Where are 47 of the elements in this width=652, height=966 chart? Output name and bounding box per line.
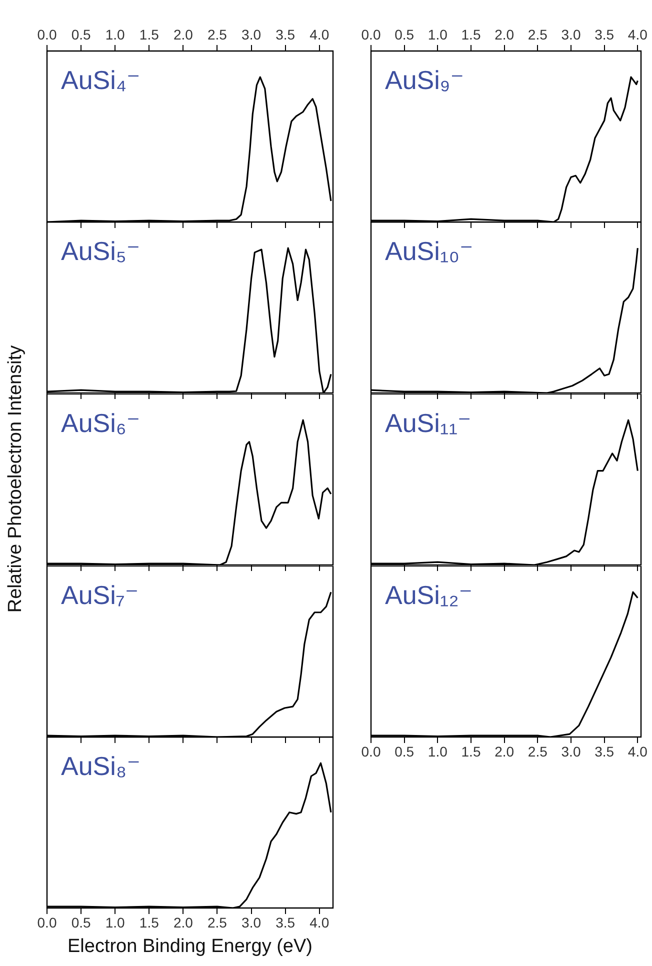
x-tick-label: 2.0 <box>173 26 194 42</box>
chart-title: AuSi₁₂⁻ <box>385 580 473 610</box>
x-tick-label: 3.5 <box>276 914 296 930</box>
chart-title: AuSi₉⁻ <box>385 65 464 95</box>
x-tick-label: 1.0 <box>105 914 126 930</box>
x-tick-label: 0.0 <box>37 26 57 42</box>
x-tick-label: 3.5 <box>594 743 614 760</box>
x-tick-label: 0.0 <box>361 26 381 42</box>
x-tick-label: 2.0 <box>494 26 514 42</box>
x-tick-label: 3.0 <box>242 26 262 42</box>
chart-title: AuSi₄⁻ <box>61 65 140 95</box>
x-tick-label: 1.0 <box>428 743 448 760</box>
chart-title: AuSi₇⁻ <box>61 580 139 610</box>
chart-title: AuSi₁₀⁻ <box>385 236 474 266</box>
x-tick-label: 0.0 <box>37 914 57 930</box>
chart-title: AuSi₅⁻ <box>61 236 140 266</box>
x-tick-label: 4.0 <box>628 26 648 42</box>
x-tick-label: 1.5 <box>461 743 481 760</box>
y-axis-title: Relative Photoelectron Intensity <box>5 344 27 612</box>
x-tick-label: 2.0 <box>173 914 194 930</box>
x-tick-label: 2.5 <box>528 743 548 760</box>
x-tick-label: 4.0 <box>310 914 330 930</box>
x-tick-label: 0.5 <box>394 743 414 760</box>
x-tick-label: 1.0 <box>428 26 448 42</box>
x-tick-label: 2.5 <box>208 914 228 930</box>
x-tick-label: 1.5 <box>139 914 160 930</box>
x-tick-label: 3.0 <box>561 743 581 760</box>
x-tick-label: 0.5 <box>71 26 91 42</box>
chart-title: AuSi₁₁⁻ <box>385 408 472 438</box>
chart-title: AuSi₈⁻ <box>61 751 140 781</box>
chart-title: AuSi₆⁻ <box>61 408 140 438</box>
x-tick-label: 1.5 <box>461 26 481 42</box>
x-axis-title: Electron Binding Energy (eV) <box>66 936 314 958</box>
x-tick-label: 3.5 <box>594 26 614 42</box>
x-tick-label: 3.0 <box>561 26 581 42</box>
x-tick-label: 0.0 <box>361 743 381 760</box>
x-tick-label: 3.5 <box>276 26 296 42</box>
x-tick-label: 2.0 <box>494 743 514 760</box>
x-tick-label: 1.0 <box>105 26 126 42</box>
x-tick-label: 2.5 <box>208 26 228 42</box>
x-tick-label: 1.5 <box>139 26 160 42</box>
x-tick-label: 4.0 <box>628 743 648 760</box>
x-tick-label: 0.5 <box>71 914 91 930</box>
x-tick-label: 4.0 <box>310 26 330 42</box>
x-tick-label: 3.0 <box>242 914 262 930</box>
x-tick-label: 2.5 <box>528 26 548 42</box>
x-tick-label: 0.5 <box>394 26 414 42</box>
